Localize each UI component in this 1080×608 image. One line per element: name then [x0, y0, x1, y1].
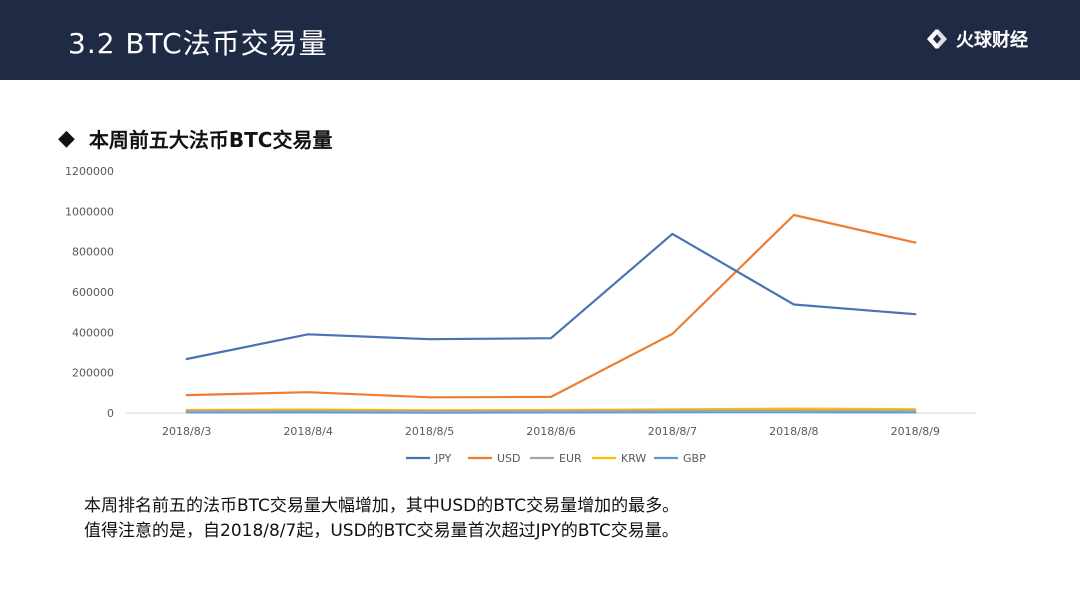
section-title: 本周前五大法币BTC交易量 — [88, 128, 333, 152]
summary-line-2: 值得注意的是，自2018/8/7起，USD的BTC交易量首次超过JPY的BTC交… — [84, 521, 679, 541]
y-tick-label: 1000000 — [65, 205, 114, 218]
summary-line-1: 本周排名前五的法币BTC交易量大幅增加，其中USD的BTC交易量增加的最多。 — [84, 496, 680, 516]
x-tick-label: 2018/8/4 — [283, 425, 332, 438]
diamond-icon: ◆ — [58, 125, 75, 151]
legend-label-gbp: GBP — [683, 452, 706, 465]
x-tick-label: 2018/8/3 — [162, 425, 211, 438]
brand-logo: 火球财经 — [924, 26, 1028, 52]
legend-label-jpy: JPY — [434, 452, 452, 465]
brand-name: 火球财经 — [956, 30, 1028, 51]
x-tick-label: 2018/8/8 — [769, 425, 818, 438]
page-title: 3.2 BTC法币交易量 — [68, 27, 328, 60]
line-chart: 0 200000 400000 600000 800000 1000000 1200000 2… — [65, 165, 976, 465]
y-tick-label: 400000 — [72, 326, 114, 339]
legend-label-eur: EUR — [559, 452, 582, 465]
y-tick-label: 1200000 — [65, 165, 114, 178]
series-line-usd — [185, 213, 917, 399]
legend-label-usd: USD — [497, 452, 521, 465]
y-tick-label: 200000 — [72, 367, 114, 380]
series-line-eur — [185, 409, 917, 413]
series-line-jpy — [185, 232, 917, 361]
y-tick-label: 600000 — [72, 286, 114, 299]
legend-label-krw: KRW — [621, 452, 646, 465]
section-heading: ◆ 本周前五大法币BTC交易量 — [58, 124, 333, 153]
x-tick-label: 2018/8/7 — [648, 425, 697, 438]
x-tick-label: 2018/8/9 — [891, 425, 940, 438]
y-tick-label: 0 — [107, 407, 114, 420]
y-tick-label: 800000 — [72, 246, 114, 259]
x-tick-label: 2018/8/5 — [405, 425, 454, 438]
x-tick-label: 2018/8/6 — [526, 425, 575, 438]
brand-icon — [927, 29, 947, 49]
summary-text: 本周排名前五的法币BTC交易量大幅增加，其中USD的BTC交易量增加的最多。 值… — [84, 494, 679, 544]
header-bar: 3.2 BTC法币交易量 火球财经 — [0, 0, 1080, 80]
